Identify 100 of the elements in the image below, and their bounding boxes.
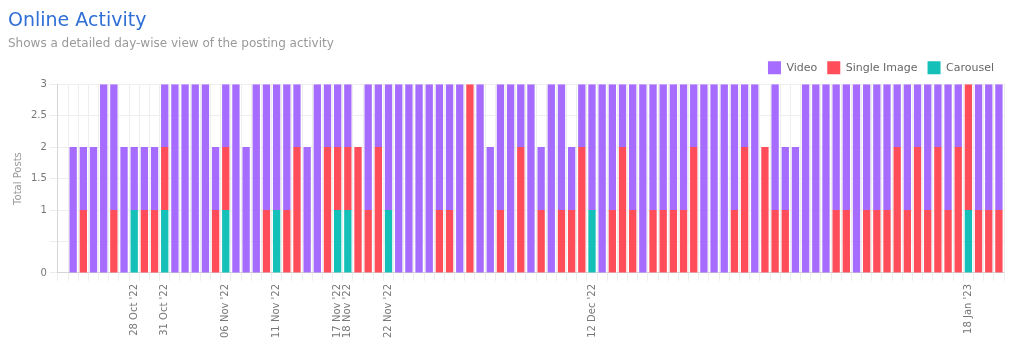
bar — [384, 210, 393, 273]
x-tick-label: 06 Nov '22 — [219, 283, 231, 339]
bar — [771, 84, 779, 211]
bar — [974, 210, 983, 273]
bar — [161, 210, 169, 273]
bar — [303, 147, 311, 273]
bar — [618, 147, 627, 273]
bar — [517, 84, 525, 148]
bar — [629, 210, 637, 273]
bar — [242, 147, 250, 273]
bar — [140, 210, 149, 273]
bar — [771, 210, 779, 273]
y-tick-label: 2 — [40, 140, 47, 152]
bar — [567, 147, 576, 211]
bar — [924, 210, 932, 273]
bar — [537, 147, 545, 211]
bar — [995, 84, 1003, 211]
bar — [517, 147, 525, 273]
bar — [211, 210, 220, 273]
bar — [272, 84, 281, 211]
x-tick-label: 17 Nov '22 — [331, 283, 343, 339]
y-tick-label: 2.5 — [31, 109, 47, 121]
bar — [435, 210, 444, 273]
y-tick-label: 0 — [40, 266, 47, 278]
bar — [883, 84, 891, 211]
bar — [934, 147, 942, 273]
bar — [110, 84, 118, 211]
bar — [649, 210, 657, 273]
y-tick-label: 1 — [40, 203, 47, 215]
bar — [730, 210, 739, 273]
bar — [567, 210, 576, 273]
bar — [690, 84, 698, 148]
chart-subtitle: Shows a detailed day-wise view of the posting activity — [8, 36, 334, 51]
bar — [344, 147, 352, 211]
bar — [791, 147, 800, 273]
y-tick-label: 3 — [40, 77, 47, 89]
bar — [435, 84, 444, 211]
x-tick-label: 22 Nov '22 — [382, 283, 394, 339]
x-tick-label: 18 Jan '23 — [961, 283, 973, 334]
bar — [730, 84, 739, 211]
bar — [323, 147, 332, 273]
bar — [842, 210, 850, 273]
bar — [659, 210, 667, 273]
bar — [832, 84, 840, 211]
bar — [272, 210, 281, 273]
bar — [222, 147, 230, 211]
bar — [985, 84, 993, 211]
bar — [690, 147, 698, 273]
bar — [293, 84, 301, 148]
bar — [79, 147, 87, 211]
bar — [659, 84, 667, 211]
bar — [588, 84, 596, 211]
bar — [679, 210, 688, 273]
bar — [578, 84, 586, 148]
bar — [140, 147, 149, 211]
bar — [89, 147, 98, 273]
x-tick-label: 31 Oct '22 — [158, 283, 170, 336]
bar — [669, 84, 678, 211]
bar — [944, 210, 952, 273]
bar — [120, 147, 128, 273]
bar — [496, 210, 505, 273]
bar — [964, 210, 973, 273]
bar — [445, 84, 454, 211]
bar — [944, 84, 952, 211]
bar — [374, 84, 383, 148]
bar — [618, 84, 627, 148]
bar — [995, 210, 1003, 273]
bar — [679, 84, 688, 211]
bar — [832, 210, 840, 273]
bar — [323, 84, 332, 148]
bar — [222, 210, 230, 273]
bar — [740, 84, 749, 148]
bar — [964, 84, 973, 211]
bar — [557, 210, 566, 273]
bar — [130, 147, 138, 211]
bar — [913, 147, 922, 273]
y-tick-label: 1.5 — [31, 172, 47, 184]
bar — [588, 210, 596, 273]
bar — [364, 210, 372, 273]
bar — [161, 84, 169, 148]
bar — [863, 210, 871, 273]
bar — [557, 84, 566, 211]
bar — [903, 210, 912, 273]
bar — [985, 210, 993, 273]
bar — [954, 84, 962, 148]
bar — [578, 147, 586, 273]
bar — [903, 84, 912, 211]
bar — [893, 147, 901, 273]
bar — [79, 210, 87, 273]
bar — [893, 84, 901, 148]
bar — [374, 147, 383, 273]
bar — [445, 210, 454, 273]
bar — [883, 210, 891, 273]
bar — [873, 210, 881, 273]
bar — [283, 210, 291, 273]
bar — [974, 84, 983, 211]
bar — [781, 210, 789, 273]
bar — [863, 84, 871, 211]
bar — [761, 147, 769, 273]
bar — [354, 147, 362, 273]
